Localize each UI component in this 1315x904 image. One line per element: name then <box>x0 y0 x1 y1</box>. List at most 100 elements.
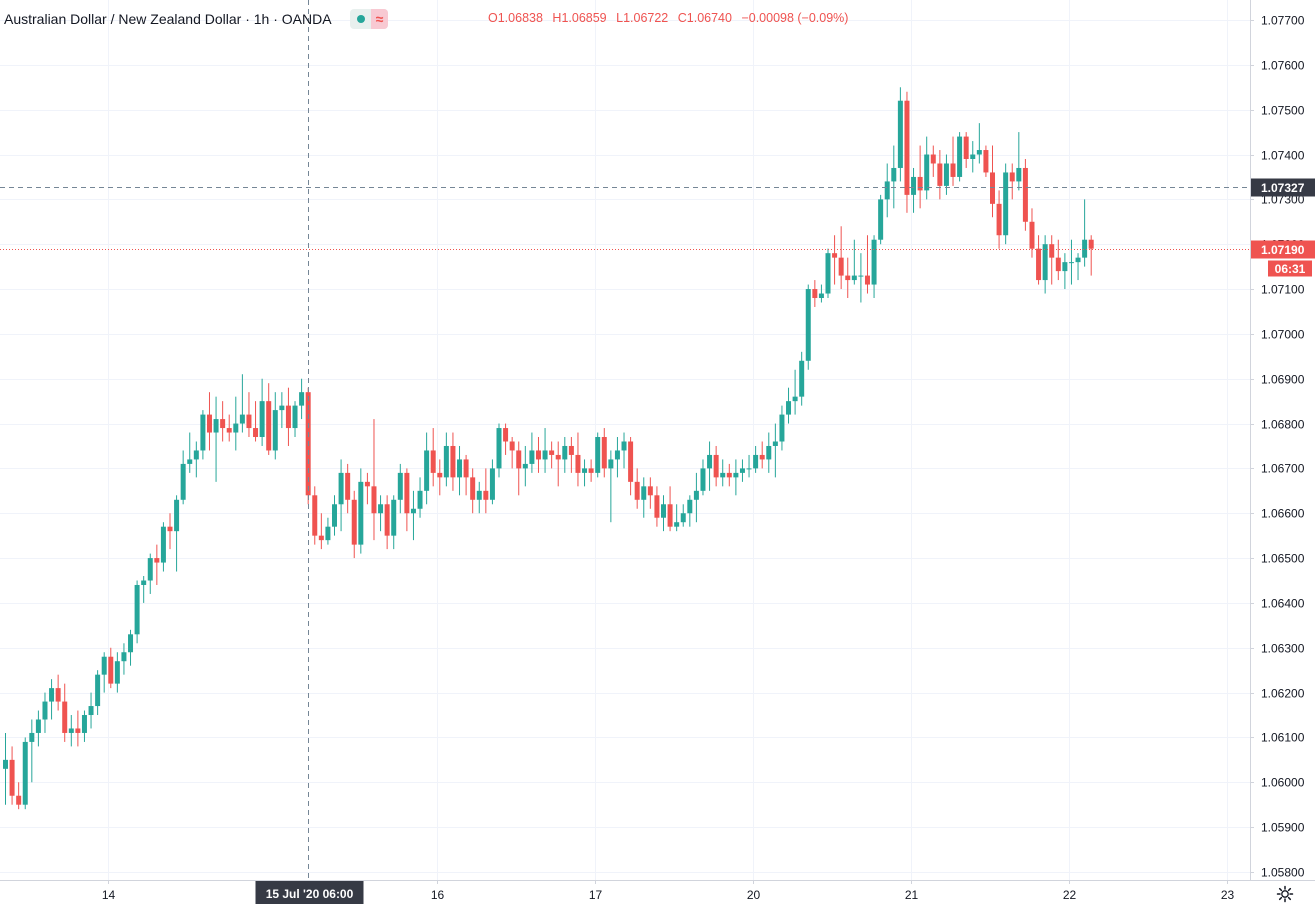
candle-body <box>378 504 384 514</box>
candle-body <box>272 410 278 451</box>
candle-body <box>851 275 857 281</box>
candle <box>476 481 482 514</box>
candle <box>1016 132 1022 191</box>
candle-body <box>555 454 561 460</box>
candle <box>180 450 186 505</box>
candle-body <box>832 253 838 258</box>
candle <box>384 495 390 550</box>
status-badge[interactable]: ≈ <box>349 9 389 29</box>
candle-body <box>226 428 232 433</box>
candle-body <box>772 441 778 446</box>
candle <box>700 459 706 496</box>
candle <box>503 423 509 455</box>
candle-body <box>957 136 963 177</box>
candle <box>739 459 745 482</box>
candle-body <box>812 289 818 299</box>
candle-body <box>733 472 739 478</box>
candle <box>1055 239 1061 281</box>
candle-body <box>542 450 548 460</box>
candle-body <box>101 656 107 675</box>
candle-body <box>1016 167 1022 182</box>
candle-body <box>878 199 884 240</box>
candle <box>1029 208 1035 258</box>
candle <box>753 445 759 473</box>
candle <box>687 495 693 527</box>
candle-body <box>601 437 607 469</box>
candle <box>957 132 963 182</box>
candle <box>35 710 41 747</box>
candles <box>3 87 1094 810</box>
gear-icon[interactable] <box>1276 885 1294 903</box>
candle-body <box>641 486 647 500</box>
candle <box>911 167 917 213</box>
candle <box>562 437 568 473</box>
candle-body <box>35 719 41 733</box>
candle <box>555 441 561 487</box>
candle-body <box>805 289 811 361</box>
candle-body <box>81 715 87 733</box>
price-tick-label: 1.06700 <box>1261 462 1305 476</box>
time-tick-label: 20 <box>747 888 761 902</box>
close-value: 1.06740 <box>686 11 732 25</box>
candle-body <box>568 445 574 455</box>
candle-body <box>864 275 870 285</box>
candle-body <box>16 795 22 805</box>
price-tick-label: 1.05900 <box>1261 821 1305 835</box>
candle-body <box>845 275 851 281</box>
candle <box>707 441 713 491</box>
candle <box>1049 235 1055 285</box>
candle <box>108 647 114 689</box>
candle-body <box>193 450 199 460</box>
candle <box>167 513 173 550</box>
candle <box>832 235 838 285</box>
candle <box>463 454 469 496</box>
last-price-label: 1.07190 <box>1261 243 1305 257</box>
candle <box>95 670 101 716</box>
candle <box>62 683 68 742</box>
candle <box>720 459 726 487</box>
candle-body <box>786 401 792 415</box>
candle-body <box>338 472 344 505</box>
candle-body <box>1068 262 1074 264</box>
candle-body <box>371 486 377 514</box>
candle-body <box>911 176 917 195</box>
symbol-title[interactable]: Australian Dollar / New Zealand Dollar ·… <box>4 11 332 27</box>
candle-body <box>858 275 864 277</box>
candle-body <box>535 450 541 460</box>
candle <box>489 459 495 505</box>
candle-body <box>345 472 351 500</box>
candle <box>1088 235 1094 276</box>
candle-body <box>253 428 259 438</box>
candle-body <box>608 459 614 469</box>
candle <box>114 652 120 693</box>
price-tick-label: 1.06000 <box>1261 776 1305 790</box>
candle-body <box>443 445 449 478</box>
candle <box>647 477 653 509</box>
candle <box>299 378 305 420</box>
candle <box>292 401 298 438</box>
candle <box>621 432 627 469</box>
candle-body <box>470 477 476 500</box>
candle-body <box>9 759 15 796</box>
candle <box>897 87 903 182</box>
price-axis[interactable]: 1.05800 1.05900 1.06000 1.06100 1.06200 1.063… <box>1250 14 1305 880</box>
candle-body <box>154 558 160 563</box>
candle-body <box>42 701 48 720</box>
symbol-legend[interactable]: Australian Dollar / New Zealand Dollar ·… <box>4 9 389 29</box>
candle <box>891 145 897 209</box>
candle <box>772 423 778 478</box>
candle-body <box>917 176 923 191</box>
candle-body <box>3 759 8 769</box>
candle-body <box>174 499 180 532</box>
high-value: 1.06859 <box>561 11 607 25</box>
candle-body <box>430 450 436 473</box>
price-tick-label: 1.07700 <box>1261 14 1305 28</box>
crosshair-time-marker <box>255 881 364 904</box>
time-axis[interactable]: 14 16 17 20 21 22 23 <box>102 880 1235 902</box>
candle <box>825 248 831 299</box>
candle <box>516 441 522 496</box>
candle-body <box>457 459 463 478</box>
candle <box>391 495 397 550</box>
time-tick-label: 22 <box>1063 888 1077 902</box>
